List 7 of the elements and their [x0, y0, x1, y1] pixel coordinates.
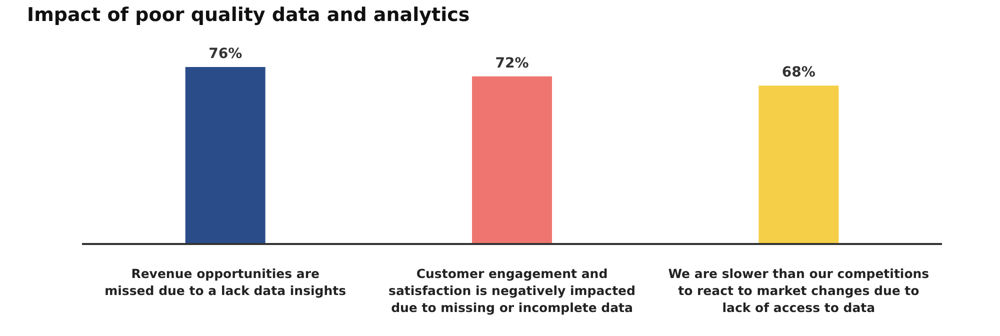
data-label: 72% — [495, 55, 529, 72]
x-tick-label: Customer engagement and satisfaction is negatively impacted due to missing or incomplete data — [388, 266, 636, 315]
x-tick-label: We are slower than our competitions to react to market changes due to lack of access to data — [668, 266, 930, 315]
chart-title: Impact of poor quality data and analytics — [27, 4, 470, 26]
data-label: 76% — [208, 46, 242, 62]
x-tick-label: Revenue opportunities are missed due to a lack data insights — [104, 266, 346, 298]
data-label: 68% — [782, 64, 816, 81]
